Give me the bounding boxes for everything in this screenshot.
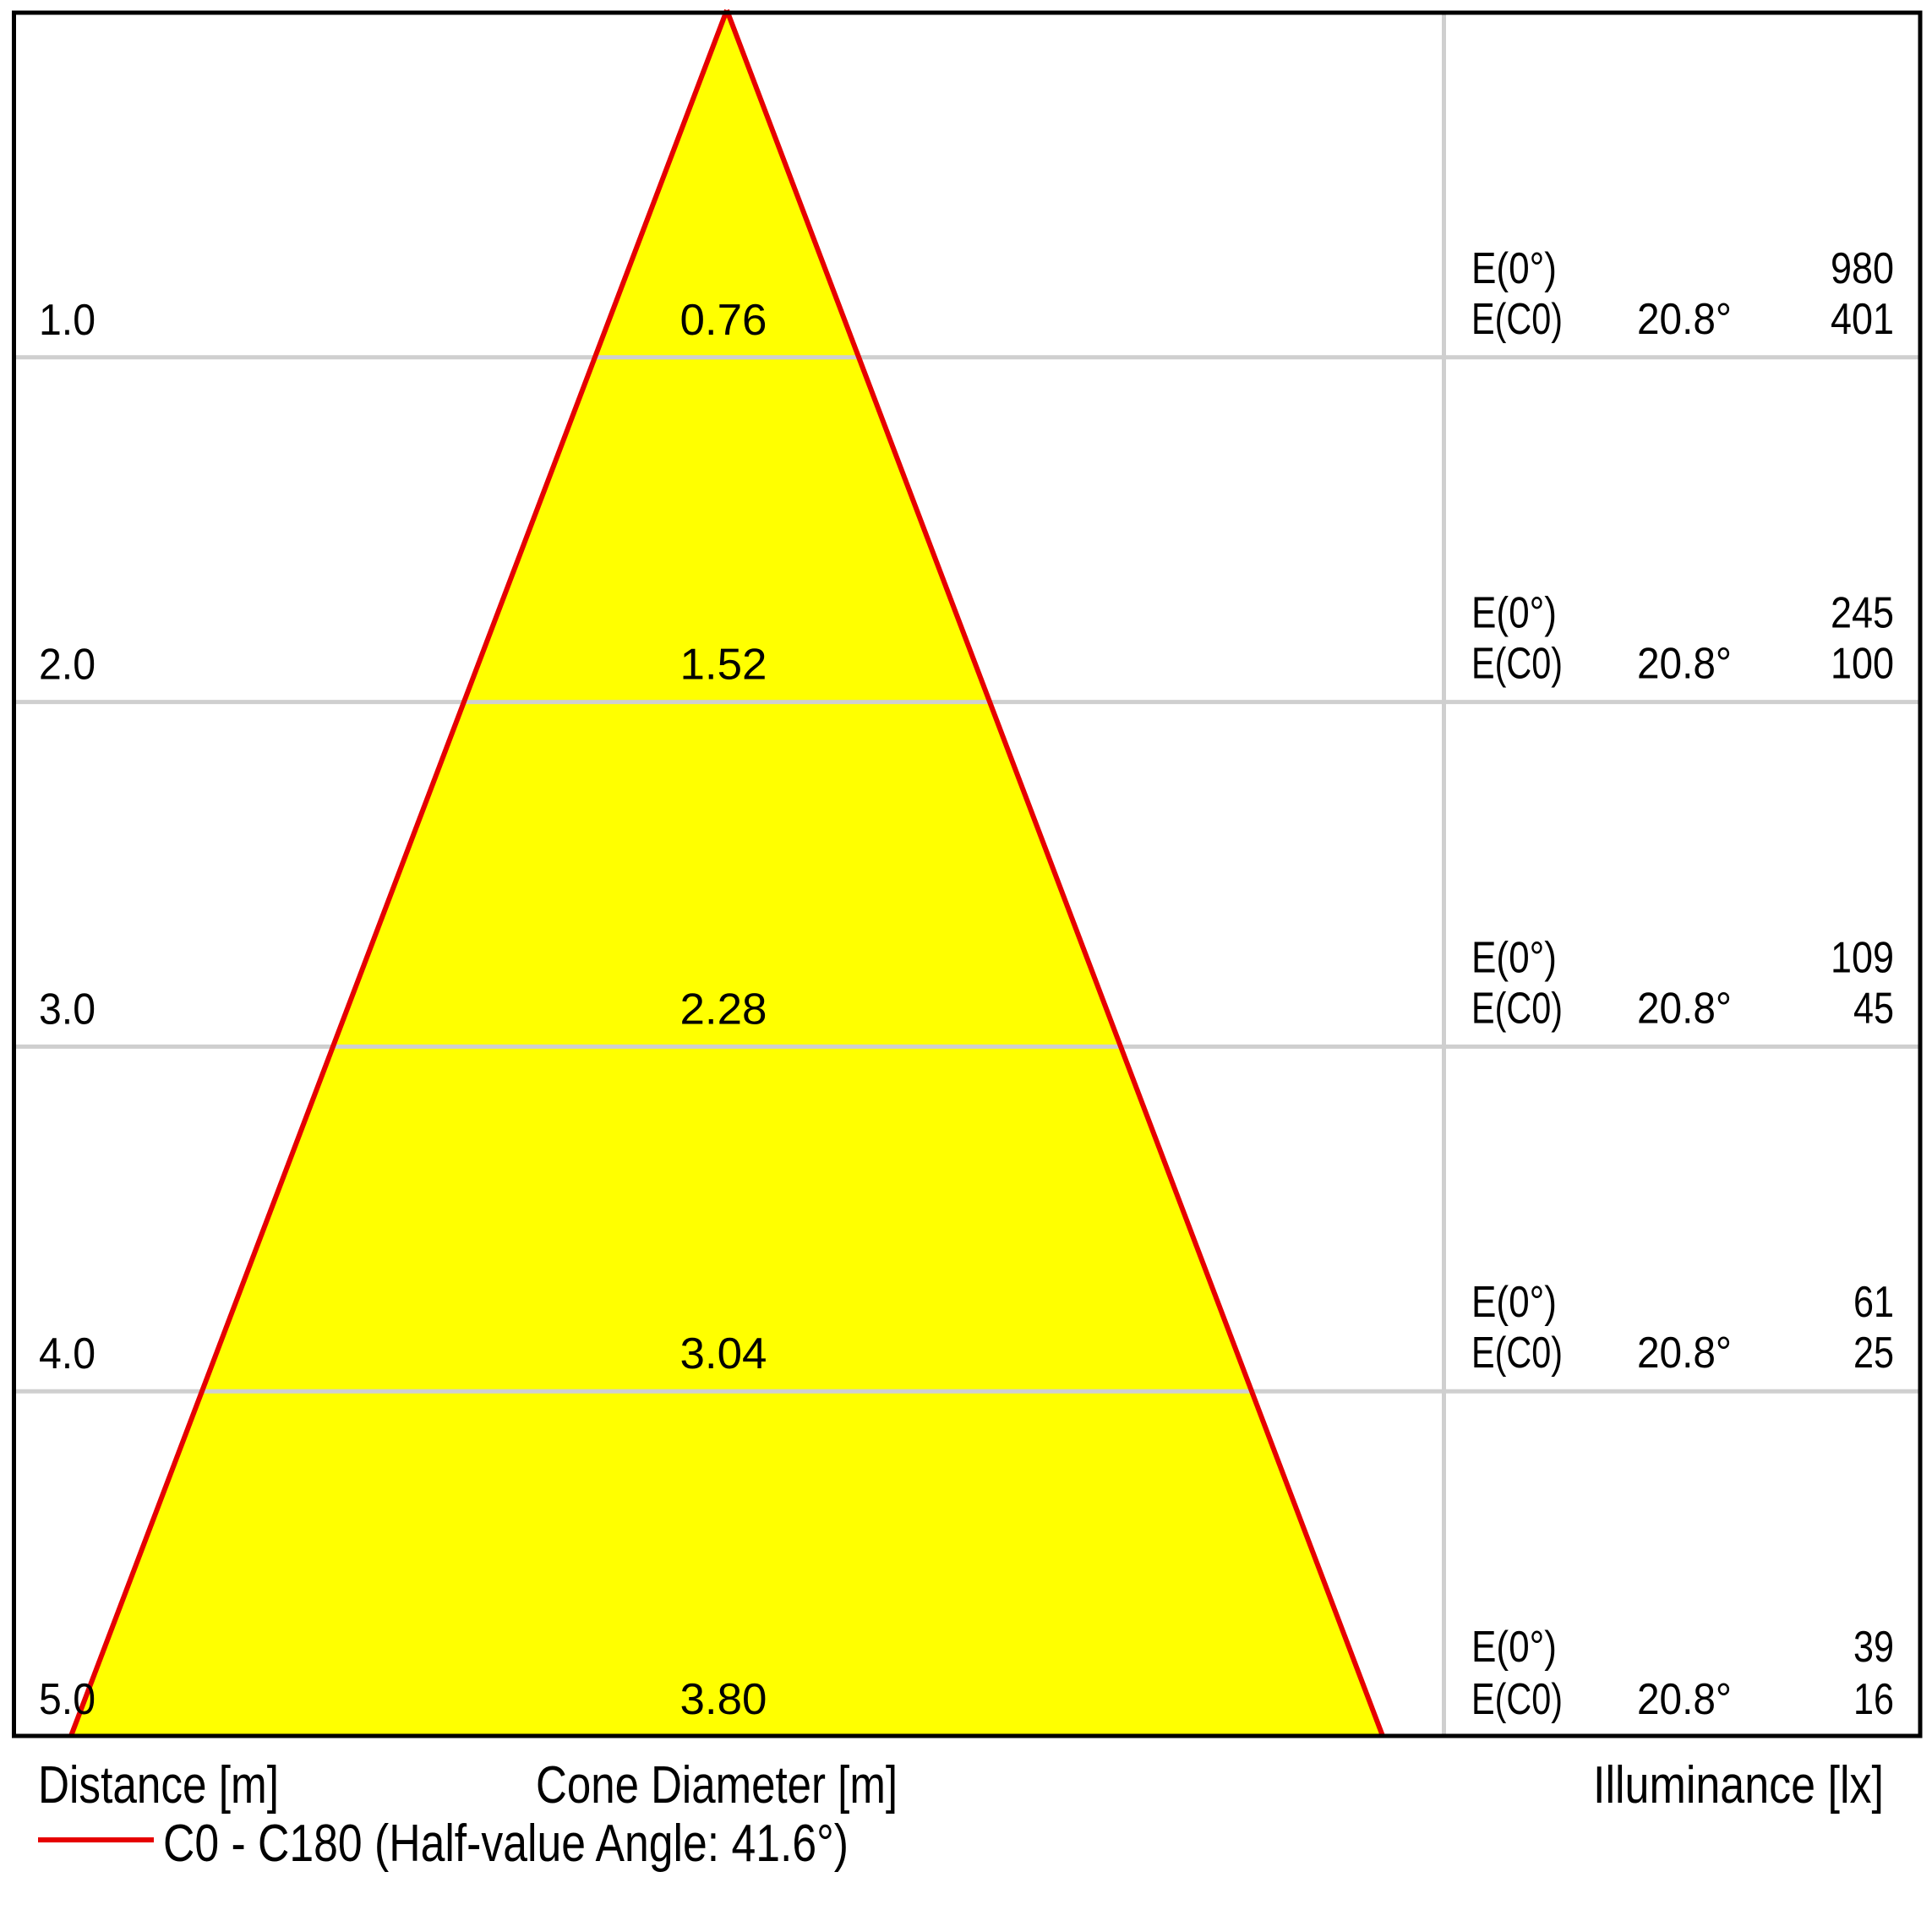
svg-text:61: 61 <box>1853 1278 1894 1327</box>
svg-text:E(0°): E(0°) <box>1471 933 1557 982</box>
svg-text:E(0°): E(0°) <box>1471 244 1557 293</box>
svg-text:20.8°: 20.8° <box>1637 1329 1732 1378</box>
svg-text:245: 245 <box>1831 589 1894 638</box>
svg-text:E(0°): E(0°) <box>1471 589 1557 638</box>
svg-text:C0 - C180 (Half-value Angle: 4: C0 - C180 (Half-value Angle: 41.6°) <box>163 1815 849 1873</box>
svg-text:3.0: 3.0 <box>39 985 96 1034</box>
svg-text:1.52: 1.52 <box>680 641 767 690</box>
svg-text:2.28: 2.28 <box>680 985 767 1034</box>
svg-text:E(C0): E(C0) <box>1471 1675 1563 1724</box>
svg-text:1.0: 1.0 <box>39 296 96 345</box>
svg-text:45: 45 <box>1853 984 1894 1033</box>
svg-text:3.80: 3.80 <box>680 1675 767 1724</box>
svg-text:39: 39 <box>1853 1623 1894 1672</box>
svg-text:Illuminance [lx]: Illuminance [lx] <box>1593 1756 1884 1815</box>
svg-text:0.76: 0.76 <box>680 296 767 345</box>
svg-text:109: 109 <box>1831 933 1894 982</box>
svg-text:E(C0): E(C0) <box>1471 640 1563 689</box>
svg-text:20.8°: 20.8° <box>1637 640 1732 689</box>
svg-text:100: 100 <box>1831 640 1894 689</box>
svg-text:2.0: 2.0 <box>39 641 96 690</box>
svg-text:20.8°: 20.8° <box>1637 295 1732 344</box>
svg-text:980: 980 <box>1831 244 1894 293</box>
svg-text:Distance [m]: Distance [m] <box>38 1756 279 1815</box>
svg-text:20.8°: 20.8° <box>1637 1675 1732 1724</box>
svg-text:E(0°): E(0°) <box>1471 1623 1557 1672</box>
svg-text:4.0: 4.0 <box>39 1329 96 1378</box>
svg-text:E(C0): E(C0) <box>1471 984 1563 1033</box>
svg-text:16: 16 <box>1853 1675 1894 1724</box>
svg-text:20.8°: 20.8° <box>1637 984 1732 1033</box>
svg-text:25: 25 <box>1853 1329 1894 1378</box>
svg-text:401: 401 <box>1831 295 1894 344</box>
svg-text:Cone Diameter [m]: Cone Diameter [m] <box>536 1756 898 1815</box>
svg-text:3.04: 3.04 <box>680 1329 767 1378</box>
svg-text:E(C0): E(C0) <box>1471 1329 1563 1378</box>
svg-text:5.0: 5.0 <box>39 1675 96 1724</box>
svg-text:E(0°): E(0°) <box>1471 1278 1557 1327</box>
svg-text:E(C0): E(C0) <box>1471 295 1563 344</box>
